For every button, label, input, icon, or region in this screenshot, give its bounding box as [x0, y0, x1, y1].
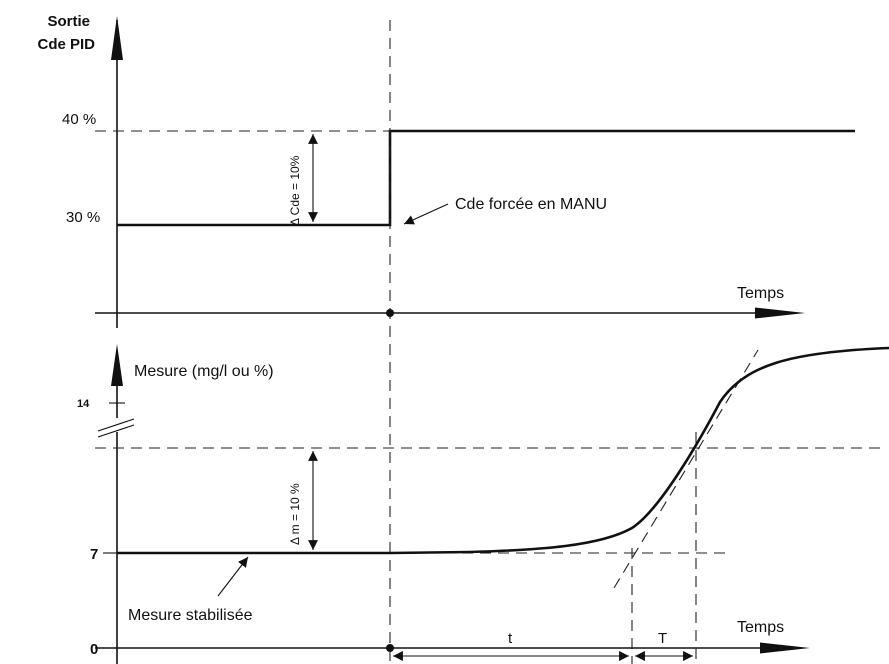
- inflection-tangent-line: [613, 349, 759, 589]
- top-chart: Sortie Cde PID 40 % 30 % Δ Cde = 10% Cde…: [37, 13, 855, 328]
- top-x-axis-arrow-icon: [755, 307, 805, 319]
- bottom-tick-0: 0: [90, 641, 98, 658]
- t-label: t: [508, 630, 513, 647]
- top-annotation-pointer: [403, 203, 449, 225]
- top-y-title-line2: Cde PID: [37, 36, 95, 53]
- top-delta-label: Δ Cde = 10%: [288, 155, 302, 226]
- top-output-step-line: [117, 129, 855, 227]
- top-x-label: Temps: [737, 285, 784, 302]
- bottom-annotation-pointer: [217, 556, 249, 597]
- bottom-y-axis-arrow-icon: [111, 344, 123, 386]
- top-tick-30: 30 %: [66, 209, 100, 226]
- bottom-tick-7: 7: [90, 546, 98, 563]
- step-time-marker-dot-top: [386, 309, 394, 317]
- bottom-annotation: Mesure stabilisée: [128, 607, 253, 624]
- top-annotation: Cde forcée en MANU: [455, 196, 607, 213]
- bottom-chart: Mesure (mg/l ou %) 14 7 0 Δ m = 10 % Mes…: [77, 344, 889, 664]
- top-tick-40: 40 %: [62, 111, 96, 128]
- top-y-axis-arrow-icon: [111, 16, 123, 60]
- top-y-title-line1: Sortie: [47, 13, 90, 30]
- bottom-x-label: Temps: [737, 619, 784, 636]
- step-time-marker-dot-bottom: [386, 644, 394, 652]
- bottom-x-axis-arrow-icon: [760, 642, 810, 654]
- axis-break-mark-2: [97, 424, 135, 438]
- axis-break-mark-1: [97, 418, 135, 432]
- bottom-delta-label: Δ m = 10 %: [288, 483, 302, 545]
- T-label: T: [658, 630, 667, 647]
- measurement-curve: [117, 346, 889, 555]
- bottom-tick-14: 14: [77, 398, 90, 410]
- bottom-y-title: Mesure (mg/l ou %): [134, 363, 274, 380]
